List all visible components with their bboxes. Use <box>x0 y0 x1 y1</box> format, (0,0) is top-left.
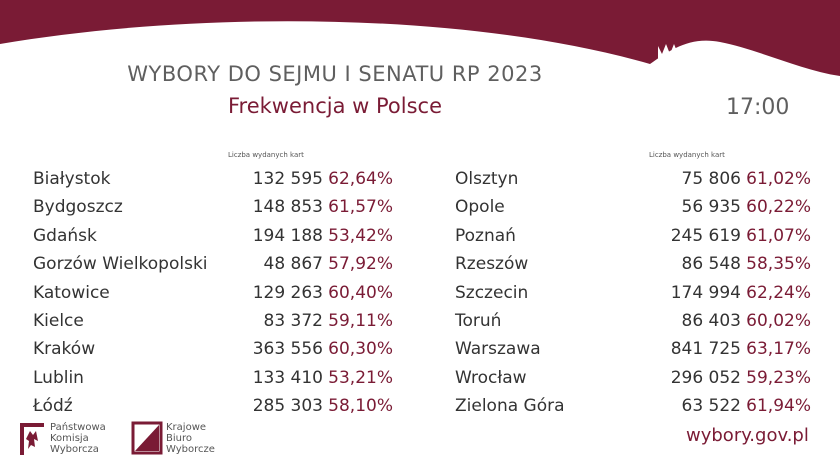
turnout-percent: 62,64% <box>328 169 393 189</box>
ballot-count: 363 556 <box>252 339 323 360</box>
kbw-logo-icon <box>131 421 163 455</box>
ballot-count: 133 410 <box>252 367 323 388</box>
city-name: Poznań <box>455 225 516 246</box>
right-table: Olsztyn 75 806 61,02% Opole 56 935 60,22% Po… <box>455 165 811 421</box>
page-subtitle: Frekwencja w Polsce <box>228 94 442 118</box>
table-row: Wrocław 296 052 59,23% <box>455 364 811 392</box>
table-row: Zielona Góra 63 522 61,94% <box>455 392 811 420</box>
city-name: Lublin <box>33 367 84 388</box>
ballot-count: 148 853 <box>252 197 323 218</box>
table-row: Olsztyn 75 806 61,02% <box>455 165 811 193</box>
table-row: Gorzów Wielkopolski 48 867 57,92% <box>33 250 393 278</box>
table-row: Łódź 285 303 58,10% <box>33 392 393 420</box>
turnout-percent: 57,92% <box>328 254 393 275</box>
table-row: Rzeszów 86 548 58,35% <box>455 250 811 278</box>
turnout-percent: 61,94% <box>746 396 811 417</box>
table-row: Poznań 245 619 61,07% <box>455 222 811 250</box>
table-row: Bydgoszcz 148 853 61,57% <box>33 193 393 221</box>
turnout-percent: 58,35% <box>746 254 811 275</box>
turnout-percent: 58,10% <box>328 396 393 417</box>
turnout-percent: 53,21% <box>328 367 393 388</box>
ballot-count: 285 303 <box>252 396 323 417</box>
ballot-count: 63 522 <box>681 396 741 417</box>
kbw-logo-text: Krajowe Biuro Wyborcze <box>166 422 215 455</box>
ballot-count: 86 403 <box>681 310 741 331</box>
turnout-percent: 61,07% <box>746 225 811 246</box>
ballot-count: 194 188 <box>252 225 323 246</box>
turnout-percent: 53,42% <box>328 225 393 246</box>
table-row: Szczecin 174 994 62,24% <box>455 279 811 307</box>
city-name: Zielona Góra <box>455 396 565 417</box>
turnout-percent: 62,24% <box>746 282 811 303</box>
ballot-count: 174 994 <box>670 282 741 303</box>
table-row: Warszawa 841 725 63,17% <box>455 335 811 363</box>
turnout-percent: 63,17% <box>746 339 811 360</box>
table-row: Lublin 133 410 53,21% <box>33 364 393 392</box>
city-name: Opole <box>455 197 505 218</box>
ballot-count: 245 619 <box>670 225 741 246</box>
table-row: Katowice 129 263 60,40% <box>33 279 393 307</box>
city-name: Bydgoszcz <box>33 197 123 218</box>
turnout-percent: 61,02% <box>746 169 811 189</box>
ballot-count: 48 867 <box>263 254 323 275</box>
pkw-logo-text: Państwowa Komisja Wyborcza <box>50 422 106 455</box>
turnout-percent: 59,23% <box>746 367 811 388</box>
ballot-count: 296 052 <box>670 367 741 388</box>
table-row: Kielce 83 372 59,11% <box>33 307 393 335</box>
eagle-emblem-icon <box>636 44 692 124</box>
ballot-count: 129 263 <box>252 282 323 303</box>
city-name: Warszawa <box>455 339 541 360</box>
city-name: Gdańsk <box>33 225 97 246</box>
city-name: Kraków <box>33 339 96 360</box>
header-banner-shape <box>0 0 840 76</box>
city-name: Olsztyn <box>455 169 519 189</box>
ballot-count: 75 806 <box>681 169 741 189</box>
city-name: Katowice <box>33 282 110 303</box>
page-title: WYBORY DO SEJMU I SENATU RP 2023 <box>127 62 543 86</box>
left-table: Białystok 132 595 62,64% Bydgoszcz 148 853 6… <box>33 165 393 421</box>
city-name: Szczecin <box>455 282 529 303</box>
turnout-percent: 60,40% <box>328 282 393 303</box>
table-row: Białystok 132 595 62,64% <box>33 165 393 193</box>
city-name: Rzeszów <box>455 254 529 275</box>
turnout-percent: 60,22% <box>746 197 811 218</box>
turnout-percent: 59,11% <box>328 310 393 331</box>
ballot-count: 86 548 <box>681 254 741 275</box>
table-row: Kraków 363 556 60,30% <box>33 335 393 363</box>
count-column-header-left: Liczba wydanych kart <box>228 151 304 159</box>
time-label: 17:00 <box>726 95 790 120</box>
turnout-percent: 60,02% <box>746 310 811 331</box>
turnout-percent: 60,30% <box>328 339 393 360</box>
ballot-count: 132 595 <box>252 169 323 189</box>
ballot-count: 83 372 <box>263 310 323 331</box>
table-row: Toruń 86 403 60,02% <box>455 307 811 335</box>
ballot-count: 841 725 <box>670 339 741 360</box>
city-name: Wrocław <box>455 367 527 388</box>
pkw-logo-icon <box>20 423 44 455</box>
table-row: Gdańsk 194 188 53,42% <box>33 222 393 250</box>
count-column-header-right: Liczba wydanych kart <box>649 151 725 159</box>
city-name: Kielce <box>33 310 84 331</box>
city-name: Łódź <box>33 396 73 417</box>
city-name: Gorzów Wielkopolski <box>33 254 208 275</box>
city-name: Białystok <box>33 169 111 189</box>
ballot-count: 56 935 <box>681 197 741 218</box>
website-link[interactable]: wybory.gov.pl <box>686 425 809 446</box>
city-name: Toruń <box>455 310 502 331</box>
turnout-percent: 61,57% <box>328 197 393 218</box>
table-row: Opole 56 935 60,22% <box>455 193 811 221</box>
